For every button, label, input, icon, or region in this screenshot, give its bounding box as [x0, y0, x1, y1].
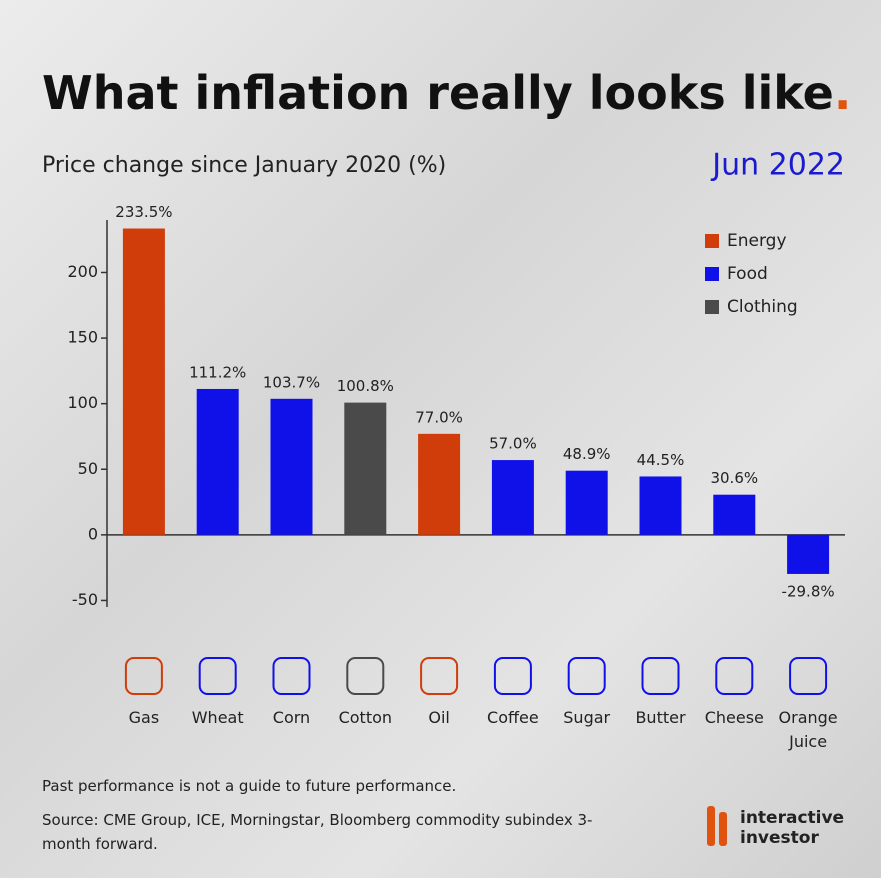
chart-title: What inflation really looks like.: [42, 66, 851, 120]
value-label: 77.0%: [415, 408, 463, 426]
category-icon: [641, 657, 680, 695]
value-label: 57.0%: [489, 435, 537, 453]
x-tick-label: Butter: [635, 708, 686, 727]
bar: [344, 402, 387, 535]
brand: interactive investor: [740, 808, 845, 848]
legend-swatch: [705, 234, 719, 248]
value-label: 48.9%: [563, 445, 611, 463]
bar: [122, 228, 165, 535]
legend-label: Food: [727, 264, 768, 284]
bar: [713, 494, 756, 535]
category-icon: [789, 657, 828, 695]
y-tick-label: 50: [78, 459, 98, 478]
legend-swatch: [705, 267, 719, 281]
value-label: 30.6%: [710, 469, 758, 487]
x-tick-label: Orange Juice: [778, 708, 838, 751]
brand-logo: [707, 806, 715, 846]
value-label: 111.2%: [189, 363, 246, 381]
y-tick-label: 200: [67, 262, 98, 281]
category-icon: [493, 657, 532, 695]
bar: [418, 433, 461, 535]
x-tick-label: Corn: [272, 708, 311, 727]
legend-label: Clothing: [727, 297, 798, 317]
y-tick-label: 100: [67, 393, 98, 412]
value-label: 103.7%: [263, 373, 320, 391]
x-tick-label: Gas: [128, 708, 160, 727]
legend-label: Energy: [727, 231, 787, 251]
subtitle: Price change since January 2020 (%): [42, 153, 446, 178]
y-tick-label: 150: [67, 328, 98, 347]
category-icon: [124, 657, 163, 695]
y-tick-label: 0: [88, 524, 98, 543]
brand-logo: [719, 812, 727, 846]
x-tick-label: Wheat: [191, 708, 244, 727]
category-icon: [198, 657, 237, 695]
category-icon: [272, 657, 311, 695]
category-icon: [346, 657, 385, 695]
category-icon: [567, 657, 606, 695]
bar: [787, 534, 830, 574]
value-label: 44.5%: [637, 451, 685, 469]
bar: [639, 476, 682, 535]
value-label: 100.8%: [337, 377, 394, 395]
value-label: -29.8%: [782, 582, 835, 600]
category-icon: [420, 657, 459, 695]
title-mark: .: [834, 66, 851, 120]
disclaimer: Past performance is not a guide to futur…: [42, 777, 457, 795]
title-text: What inflation really looks like: [42, 66, 834, 120]
x-tick-label: Coffee: [487, 708, 539, 727]
x-tick-label: Sugar: [563, 708, 611, 727]
value-label: 233.5%: [115, 203, 172, 221]
date: Jun 2022: [710, 148, 845, 183]
legend-swatch: [705, 300, 719, 314]
x-tick-label: Oil: [428, 708, 450, 727]
category-icon: [715, 657, 754, 695]
bar: [270, 398, 313, 535]
bar: [491, 460, 534, 535]
y-tick-label: -50: [72, 590, 98, 609]
x-tick-label: Cotton: [338, 708, 393, 727]
source: Source: CME Group, ICE, Morningstar, Blo…: [42, 811, 593, 853]
bar: [565, 470, 608, 535]
bar: [196, 388, 239, 535]
x-tick-label: Cheese: [704, 708, 764, 727]
